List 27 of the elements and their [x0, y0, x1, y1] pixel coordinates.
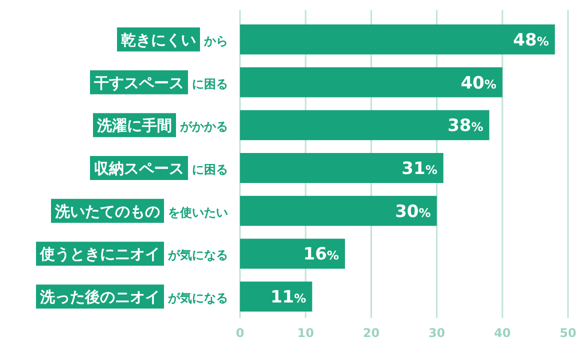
y-tick-label: 使うときにニオイが気になる: [39, 245, 228, 264]
data-label: 40%: [460, 73, 496, 94]
y-tick-label: 乾きにくいから: [121, 30, 228, 49]
bar: [240, 196, 437, 226]
y-tick-label: 洗いたてのものを使いたい: [54, 202, 228, 220]
x-tick-label: 0: [236, 326, 244, 340]
bar: [240, 67, 502, 98]
x-tick-label: 50: [560, 326, 576, 340]
x-tick-label: 40: [494, 326, 511, 340]
data-label: 11%: [270, 288, 306, 308]
bar: [240, 153, 444, 183]
x-tick-label: 30: [428, 326, 446, 340]
data-label: 38%: [448, 116, 484, 136]
bar: [240, 24, 555, 54]
y-tick-label: 洗濯に手間がかかる: [96, 116, 228, 135]
bar: [240, 238, 345, 269]
data-label: 31%: [402, 159, 438, 179]
data-label: 48%: [513, 30, 549, 50]
bar: [240, 282, 312, 312]
x-tick-label: 20: [362, 326, 380, 340]
bar: [240, 110, 490, 140]
data-label: 30%: [395, 202, 431, 222]
y-tick-label: 干すスペースに困る: [93, 74, 228, 92]
y-tick-label: 洗った後のニオイが気になる: [39, 288, 228, 306]
x-tick-label: 10: [297, 326, 314, 340]
y-tick-label: 収納スペースに困る: [94, 160, 228, 178]
data-label: 16%: [303, 244, 339, 265]
